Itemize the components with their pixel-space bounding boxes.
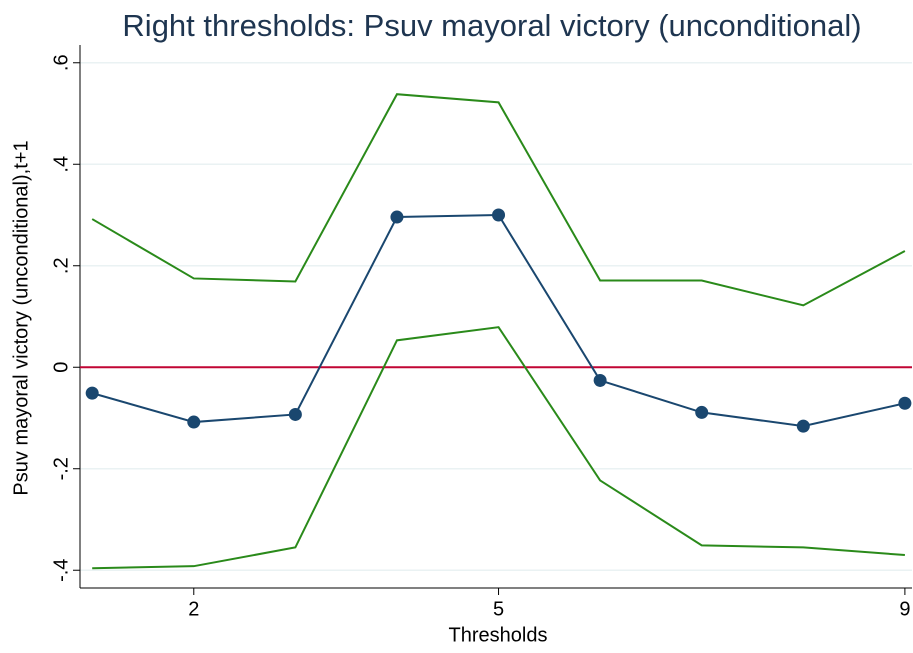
point bbox=[492, 208, 506, 222]
point bbox=[187, 415, 201, 429]
point bbox=[390, 210, 404, 224]
x-tick-label: 5 bbox=[493, 598, 504, 620]
y-tick-label: 0 bbox=[50, 362, 72, 373]
point bbox=[898, 396, 912, 410]
point bbox=[85, 386, 99, 400]
series-line bbox=[91, 93, 906, 307]
chart-title: Right thresholds: Psuv mayoral victory (… bbox=[122, 8, 861, 43]
point bbox=[593, 373, 607, 387]
y-tick-label: -.2 bbox=[50, 457, 72, 480]
y-axis-label: Psuv mayoral victory (unconditional),t+1 bbox=[10, 140, 32, 495]
y-tick-label: .4 bbox=[50, 156, 72, 173]
y-tick-label: .6 bbox=[50, 54, 72, 71]
point bbox=[695, 405, 709, 419]
point bbox=[796, 419, 810, 433]
x-tick-label: 2 bbox=[188, 598, 199, 620]
y-tick-label: -.4 bbox=[50, 559, 72, 582]
point bbox=[288, 407, 302, 421]
y-tick-label: .2 bbox=[50, 257, 72, 274]
x-axis-label: Thresholds bbox=[449, 624, 548, 646]
series-line bbox=[92, 326, 905, 570]
x-tick-label: 9 bbox=[899, 598, 910, 620]
